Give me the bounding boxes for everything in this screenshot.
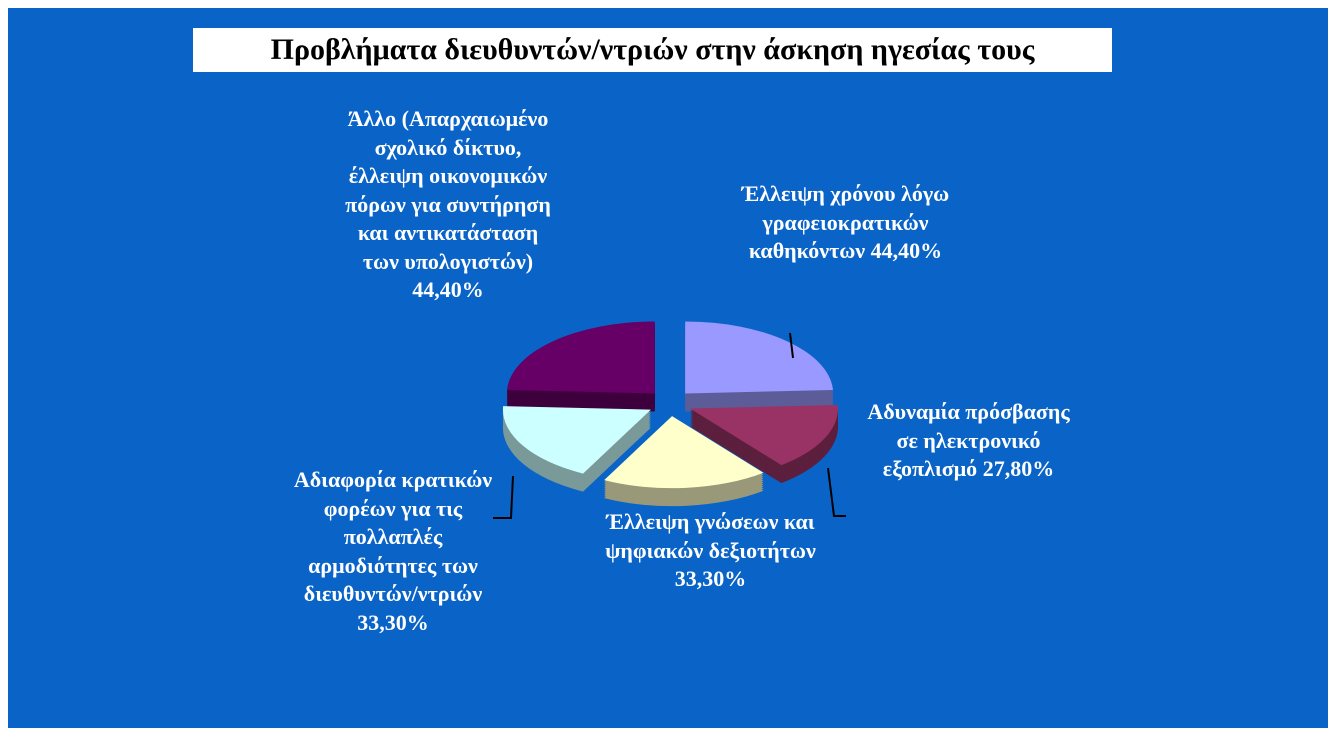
slice-label: Αδιαφορία κρατικών φορέων για τις πολλαπ… <box>278 466 508 637</box>
slice-label: Αδυναμία πρόσβασης σε ηλεκτρονικό εξοπλι… <box>856 398 1081 484</box>
slice <box>690 405 839 466</box>
category-label: Άλλο (Απαρχαιωμένο σχολικό δίκτυο, έλλει… <box>345 106 551 274</box>
slice <box>502 406 651 474</box>
slice-label: Άλλο (Απαρχαιωμένο σχολικό δίκτυο, έλλει… <box>343 105 553 305</box>
chart: Προβλήματα διευθυντών/ντριών στην άσκηση… <box>8 8 1328 728</box>
pie <box>502 321 839 507</box>
chart-title: Προβλήματα διευθυντών/ντριών στην άσκηση… <box>193 28 1112 72</box>
category-label: Έλλειψη χρόνου λόγω γραφειοκρατικών καθη… <box>741 181 950 263</box>
slice-label: Έλλειψη χρόνου λόγω γραφειοκρατικών καθη… <box>708 180 983 266</box>
category-label: Αδιαφορία κρατικών φορέων για τις πολλαπ… <box>293 467 493 606</box>
category-label: Αδυναμία πρόσβασης σε ηλεκτρονικό εξοπλι… <box>867 399 1070 481</box>
slice <box>506 321 655 394</box>
leader-line <box>827 467 846 517</box>
pie-area <box>493 321 846 519</box>
leader-line <box>789 332 794 359</box>
value-label: 44,40% <box>412 277 484 302</box>
value-label: 44,40% <box>870 238 943 263</box>
value-label: 27,80% <box>982 456 1055 481</box>
slice <box>685 321 834 394</box>
value-label: 33,30% <box>674 566 747 591</box>
value-label: 33,30% <box>357 609 429 635</box>
slice-label: Έλλειψη γνώσεων και ψηφιακών δεξιοτήτων … <box>588 508 833 594</box>
slice <box>604 416 764 489</box>
leader-lines <box>493 332 846 519</box>
leader-line <box>493 475 514 519</box>
category-label: Έλλειψη γνώσεων και ψηφιακών δεξιοτήτων <box>605 509 816 563</box>
